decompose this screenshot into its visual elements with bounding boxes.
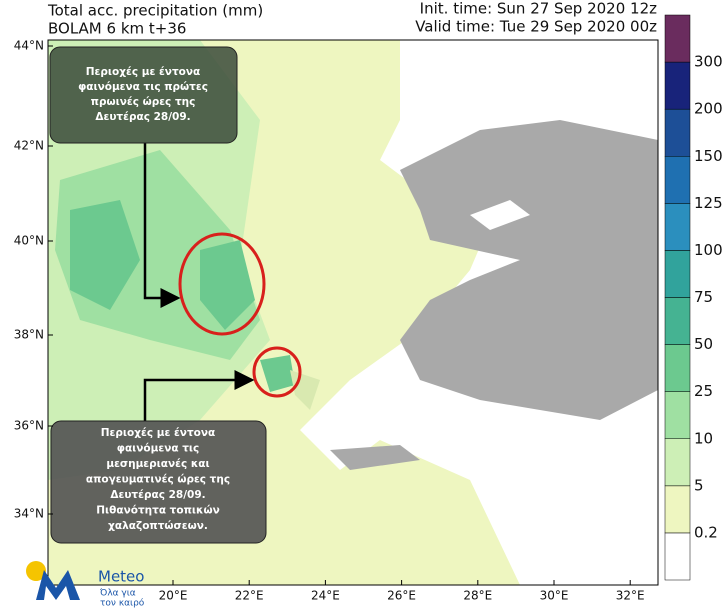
annotation-box (49, 46, 238, 144)
logo: Meteo Όλα για τον καιρό (26, 561, 145, 609)
title: Total acc. precipitation (mm) (47, 2, 263, 20)
colorbar-label: 0.2 (694, 523, 718, 541)
colorbar-swatch (664, 438, 691, 487)
lat-label: 40°N (14, 234, 44, 248)
annotation-text: Δευτέρας 28/09. (110, 489, 205, 501)
highlight-circle (178, 232, 266, 336)
colorbar-swatch (664, 297, 691, 345)
colorbar-label: 125 (694, 194, 723, 212)
arrow (143, 370, 255, 421)
annotation-text: Πιθανότητα τοπικών (96, 505, 219, 517)
colorbar-swatch (664, 485, 691, 534)
map (48, 40, 658, 585)
logo-tagline: τον καιρό (100, 598, 145, 609)
lon-label: 28°E (463, 589, 492, 603)
annotations: Περιοχές με έντονα φαινόμενα τις πρώτες πρ… (78, 66, 230, 532)
lon-label: 30°E (540, 589, 569, 603)
lat-label: 36°N (14, 419, 44, 433)
colorbar-label: 25 (694, 382, 713, 400)
init-time: Init. time: Sun 27 Sep 2020 12z (420, 0, 657, 18)
colorbar-label: 50 (694, 335, 713, 353)
lon-label: 20°E (159, 589, 188, 603)
arrow (143, 143, 181, 308)
lon-label: 32°E (616, 589, 645, 603)
colorbar-swatch (664, 156, 691, 204)
lat-label: 44°N (14, 39, 44, 53)
colorbar-swatch (664, 203, 691, 251)
logo-name: Meteo (98, 568, 144, 586)
axis-labels: 44°N 42°N 40°N 38°N 36°N 34°N 20°E 22°E 24°E 26°E… (14, 39, 645, 603)
colorbar-swatch (664, 532, 691, 581)
annotation-box (50, 420, 267, 544)
colorbar-swatch (664, 14, 691, 63)
lat-label: 38°N (14, 328, 44, 342)
colorbar-label: 200 (694, 100, 723, 118)
colorbar-swatch (664, 344, 691, 392)
colorbar-label: 300 (694, 53, 723, 71)
annotation-text: Περιοχές με έντονα (86, 66, 200, 78)
colorbar-label: 100 (694, 241, 723, 259)
colorbar-swatch (664, 61, 691, 110)
annotation-text: φαινόμενα τις (117, 443, 200, 455)
logo-sun (26, 561, 46, 581)
annotation-text: χαλαζοπτώσεων. (108, 520, 208, 532)
colorbar-label: 5 (694, 476, 704, 494)
valid-time: Valid time: Tue 29 Sep 2020 00z (415, 18, 657, 36)
annotation-text: Περιοχές με έντονα (101, 427, 215, 439)
logo-tagline: Όλα για (99, 588, 136, 599)
logo-mark (36, 570, 80, 600)
lon-label: 24°E (311, 589, 340, 603)
model: BOLAM 6 km t+36 (48, 20, 186, 38)
colorbar-label: 75 (694, 288, 713, 306)
colorbar-swatch (664, 250, 691, 298)
annotation-text: απογευματινές ώρες της (86, 474, 230, 486)
lat-label: 42°N (14, 139, 44, 153)
colorbar-swatch (664, 391, 691, 439)
lon-label: 22°E (235, 589, 264, 603)
colorbar: 0.2 5 10 25 50 75 100 125 150 200 300 (664, 14, 723, 581)
colorbar-label: 10 (694, 429, 713, 447)
lat-label: 34°N (14, 507, 44, 521)
lon-label: 26°E (387, 589, 416, 603)
colorbar-swatch (664, 108, 691, 157)
annotation-text: πρωινές ώρες της (91, 96, 196, 108)
annotation-text: φαινόμενα τις πρώτες (78, 81, 208, 93)
annotation-text: μεσημεριανές και (106, 458, 209, 470)
annotation-text: Δευτέρας 28/09. (95, 111, 190, 123)
colorbar-label: 150 (694, 147, 723, 165)
map-frame (47, 39, 659, 586)
